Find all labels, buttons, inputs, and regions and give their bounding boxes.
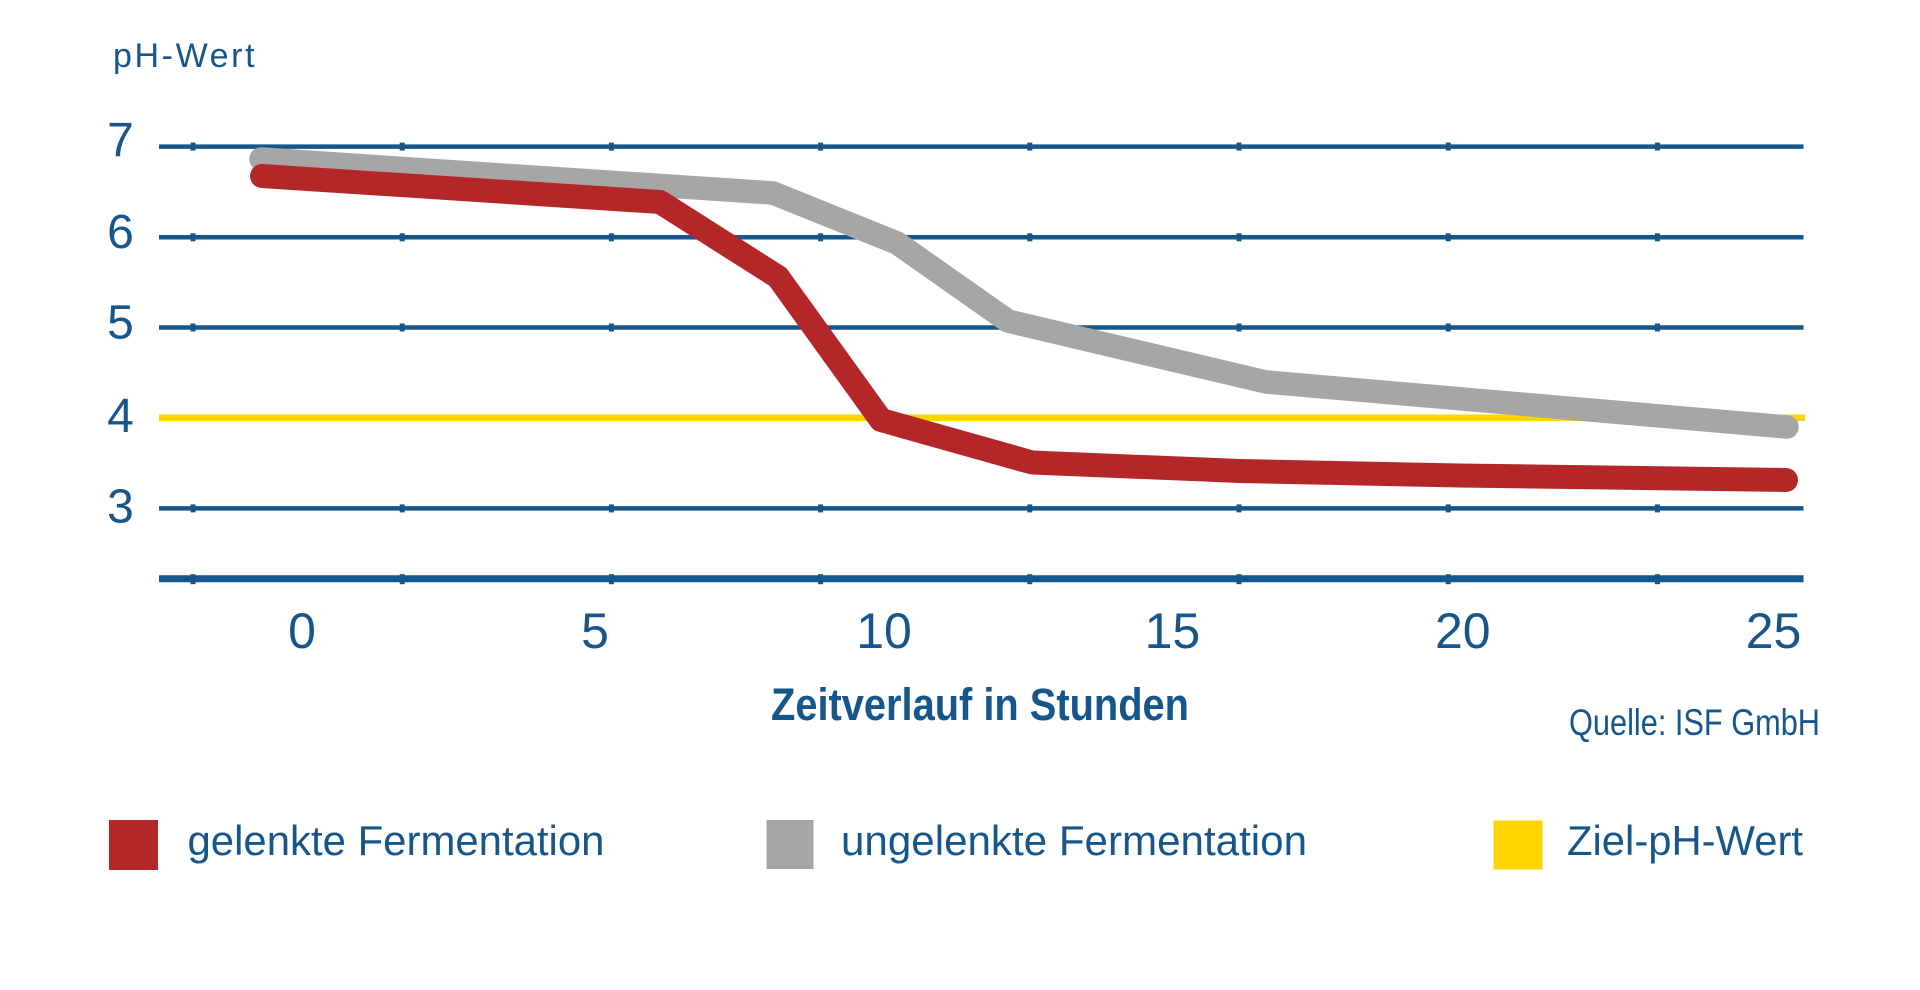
svg-text:5: 5 [581, 603, 609, 659]
svg-text:20: 20 [1435, 603, 1491, 659]
svg-text:Ziel-pH-Wert: Ziel-pH-Wert [1567, 817, 1803, 864]
svg-text:5: 5 [107, 297, 134, 350]
svg-text:10: 10 [856, 603, 912, 659]
svg-text:Zeitverlauf in Stunden: Zeitverlauf in Stunden [771, 679, 1189, 730]
svg-text:15: 15 [1145, 603, 1201, 659]
svg-text:6: 6 [107, 206, 134, 259]
svg-text:7: 7 [107, 114, 134, 167]
svg-text:25: 25 [1746, 603, 1802, 659]
svg-text:Quelle: ISF GmbH: Quelle: ISF GmbH [1569, 702, 1820, 743]
svg-text:0: 0 [288, 603, 316, 659]
svg-text:pH-Wert: pH-Wert [113, 37, 257, 75]
svg-text:ungelenkte Fermentation: ungelenkte Fermentation [841, 817, 1307, 864]
svg-text:gelenkte Fermentation: gelenkte Fermentation [188, 817, 605, 864]
svg-text:3: 3 [107, 481, 134, 534]
svg-text:4: 4 [107, 390, 134, 443]
